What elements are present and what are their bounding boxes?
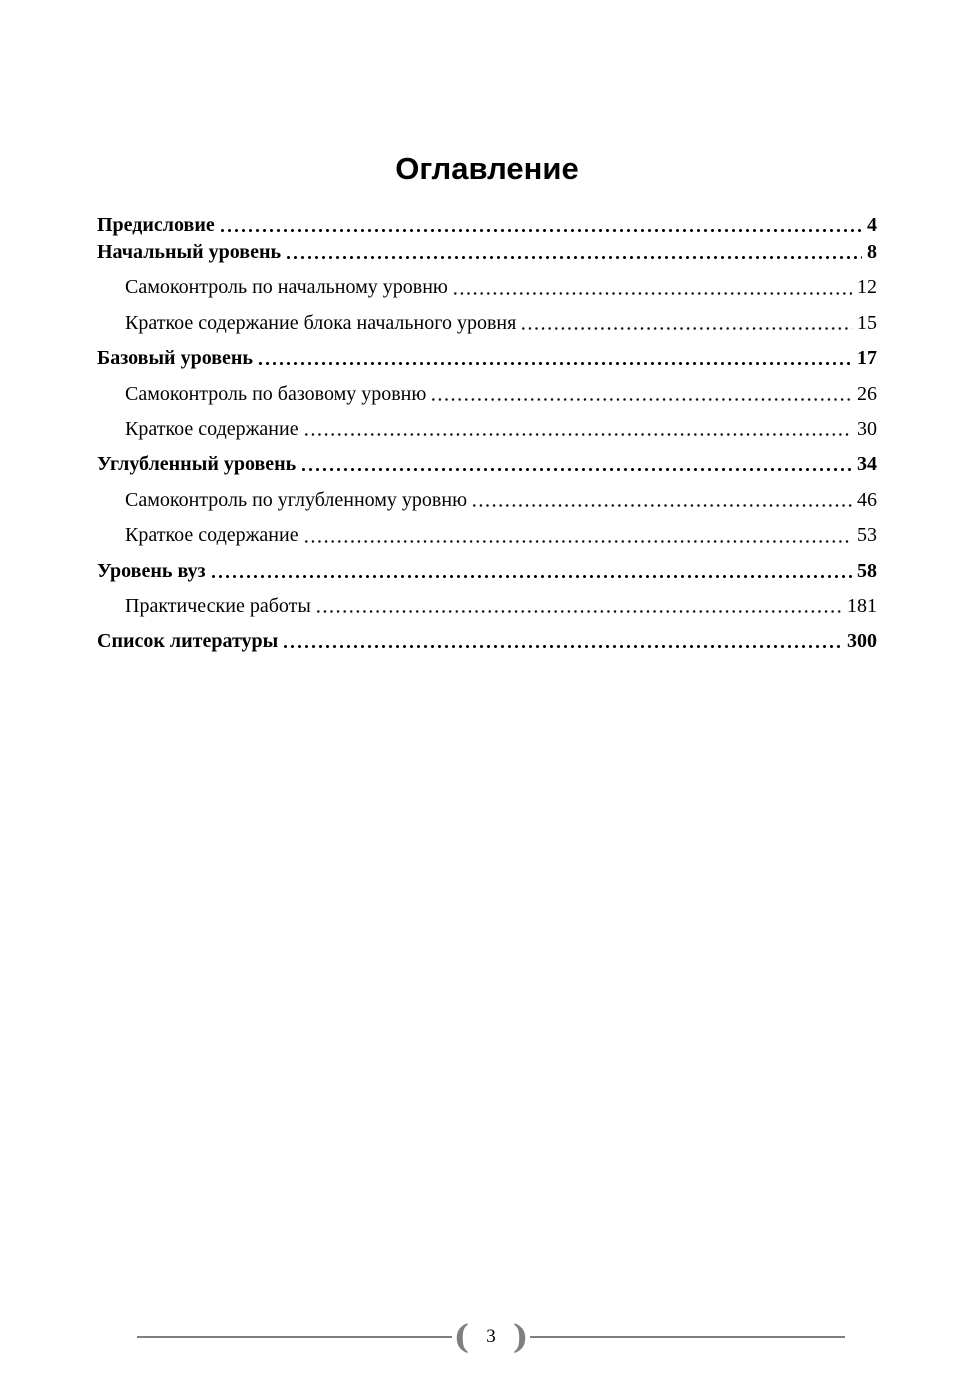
page-footer: ( 3 )	[137, 1319, 845, 1357]
toc-entry: Начальный уровень 8	[97, 241, 877, 264]
toc-entry: Самоконтроль по базовому уровню 26	[97, 382, 877, 406]
toc-entry-page: 17	[857, 347, 877, 370]
toc-entry: Базовый уровень 17	[97, 347, 877, 371]
dot-leader	[430, 382, 852, 406]
toc-entry-title: Краткое содержание	[125, 524, 299, 547]
dot-leader	[282, 630, 842, 654]
dot-leader	[257, 347, 852, 371]
toc-entry-page: 26	[857, 382, 877, 405]
toc-entry-title: Практические работы	[125, 594, 311, 617]
toc-entry-page: 58	[857, 559, 877, 582]
toc-entry-page: 15	[857, 311, 877, 334]
toc-entry: Углубленный уровень 34	[97, 453, 877, 477]
toc-entry-title: Самоконтроль по базовому уровню	[125, 382, 427, 405]
toc-entry: Уровень вуз 58	[97, 559, 877, 583]
toc-entry-page: 46	[857, 488, 877, 511]
footer-rule-left	[137, 1336, 452, 1338]
toc-entry-page: 34	[857, 453, 877, 476]
dot-leader	[209, 559, 852, 583]
toc-entry: Список литературы 300	[97, 630, 877, 654]
dot-leader	[300, 453, 852, 477]
table-of-contents: Предисловие 4 Начальный уровень 8 Самоко…	[97, 214, 877, 654]
toc-entry-title: Самоконтроль по углубленному уровню	[125, 488, 468, 511]
toc-entry-title: Краткое содержание блока начального уров…	[125, 311, 517, 334]
toc-entry: Предисловие 4	[97, 214, 877, 237]
dot-leader	[218, 214, 862, 237]
toc-entry-page: 181	[847, 594, 877, 617]
dot-leader	[302, 524, 852, 548]
toc-entry-title: Самоконтроль по начальному уровню	[125, 276, 448, 299]
left-bracket-ornament: (	[453, 1316, 470, 1356]
toc-entry: Краткое содержание 53	[97, 524, 877, 548]
toc-entry-title: Краткое содержание	[125, 417, 299, 440]
toc-entry-page: 12	[857, 276, 877, 299]
toc-entry: Самоконтроль по начальному уровню 12	[97, 276, 877, 300]
dot-leader	[285, 241, 862, 264]
dot-leader	[302, 417, 852, 441]
dot-leader	[520, 311, 852, 335]
page-number: 3	[486, 1325, 496, 1347]
toc-entry: Самоконтроль по углубленному уровню 46	[97, 488, 877, 512]
toc-entry-page: 4	[867, 214, 877, 236]
toc-entry-title: Начальный уровень	[97, 241, 282, 263]
right-bracket-ornament: )	[512, 1316, 529, 1356]
toc-entry-title: Предисловие	[97, 214, 215, 236]
dot-leader	[471, 488, 852, 512]
toc-entry-title: Базовый уровень	[97, 347, 253, 370]
footer-rule-right	[530, 1336, 845, 1338]
toc-entry-page: 8	[867, 241, 877, 263]
toc-entry-page: 30	[857, 417, 877, 440]
toc-entry-title: Уровень вуз	[97, 559, 206, 582]
toc-entry-page: 53	[857, 524, 877, 547]
toc-entry-title: Список литературы	[97, 630, 279, 653]
dot-leader	[314, 594, 842, 618]
toc-entry-page: 300	[847, 630, 877, 653]
page-title: Оглавление	[395, 151, 579, 186]
dot-leader	[451, 276, 852, 300]
document-page: Оглавление Предисловие 4 Начальный урове…	[0, 0, 980, 654]
toc-entry-title: Углубленный уровень	[97, 453, 297, 476]
toc-entry: Практические работы 181	[97, 594, 877, 618]
toc-entry: Краткое содержание блока начального уров…	[97, 311, 877, 335]
toc-entry: Краткое содержание 30	[97, 417, 877, 441]
